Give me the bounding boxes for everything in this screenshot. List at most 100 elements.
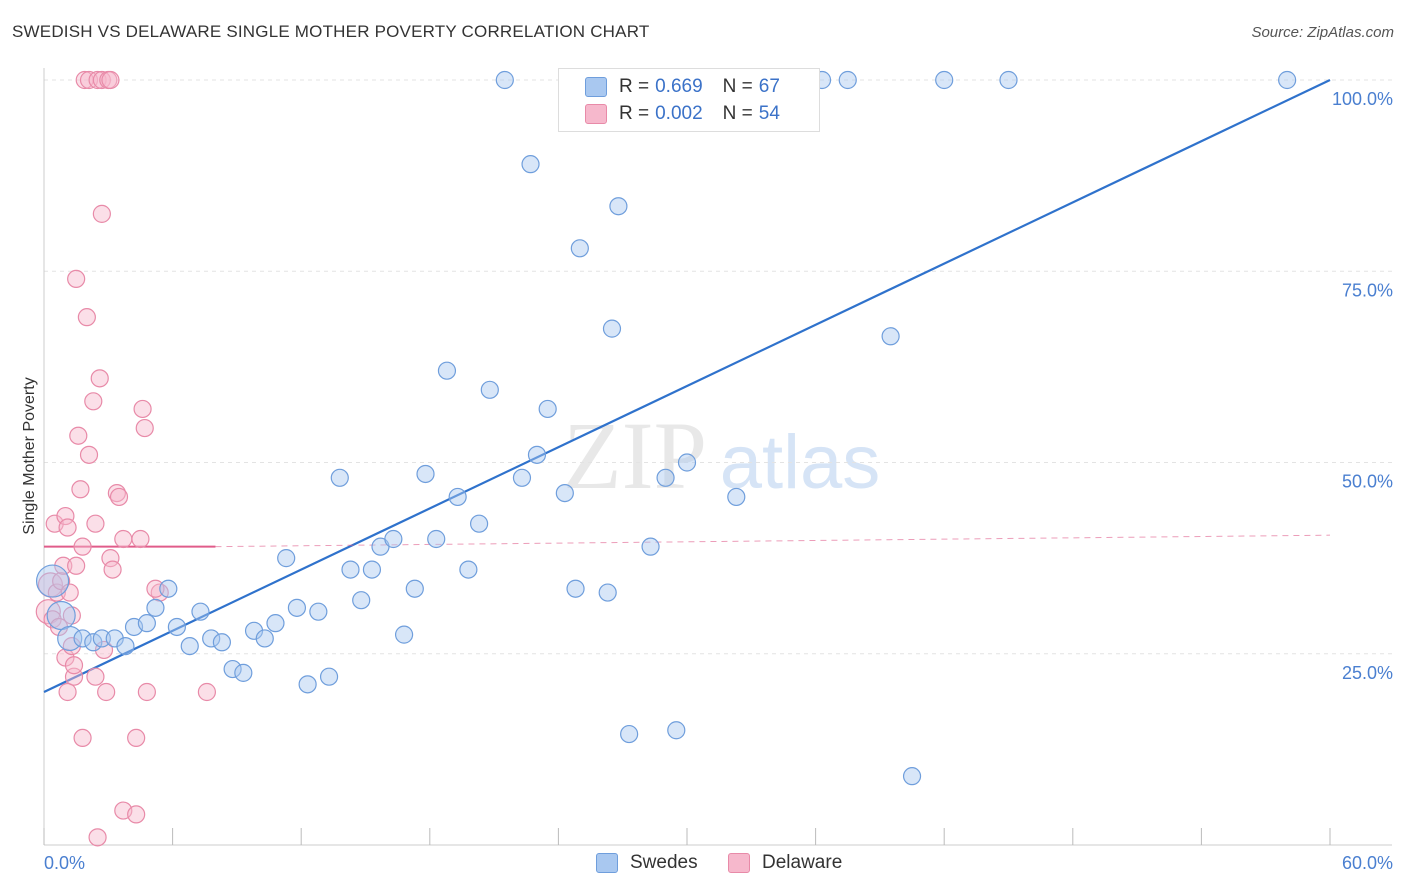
delaware-point [90,369,109,388]
delaware-point [101,549,120,568]
delaware-point [77,308,96,327]
delaware-point [88,828,107,847]
delaware-point [58,518,77,537]
legend-label-delaware: Delaware [762,852,843,873]
swedes-point [46,600,76,631]
delaware-point [84,392,103,411]
swedes-point [609,197,628,216]
swedes-point [57,625,83,652]
watermark: ZIP atlas [563,402,880,509]
delaware-point [127,728,146,748]
delaware-point [114,529,133,549]
swedes-point [999,70,1018,90]
swedes-point [448,487,467,507]
delaware-point [64,656,84,675]
trend-lines [43,79,1331,693]
stats-legend-row-delaware: R = 0.002 N = 54 [585,102,780,126]
delaware-point [131,529,150,549]
swedes-point [352,591,371,610]
delaware-point [103,560,122,579]
swedes-point [416,464,435,484]
swedes-trend-line [43,79,1331,693]
delaware-point [135,418,154,438]
swedes-point [159,579,178,598]
swedes-point [73,629,92,648]
swedes-point [116,636,135,656]
swedes-point [881,327,900,346]
swedes-point [641,537,660,556]
x-tick-label: 60.0% [1342,853,1393,873]
series-legend: Swedes Delaware [0,852,1406,878]
r-label: R = [619,103,650,124]
n-label: N = [722,103,753,124]
swedes-point [234,663,253,682]
swedes-point [223,659,242,679]
swedes-swatch [596,853,618,873]
axes [43,68,1392,846]
swedes-point [902,767,922,786]
swedes-point [92,629,111,648]
swedes-point [319,667,339,686]
delaware-point [197,682,216,702]
delaware-point [101,70,120,90]
swedes-point [277,549,296,568]
swedes-point [838,70,857,90]
legend-item-delaware[interactable]: Delaware [728,852,842,874]
swedes-point [538,399,557,419]
swedes-point [330,468,349,487]
x-tick-label: 0.0% [44,853,85,873]
delaware-point [88,70,107,90]
swedes-point [620,724,639,744]
swedes-point [570,239,589,258]
delaware-point [133,399,152,419]
delaware-point [109,487,129,507]
swedes-point [935,70,954,90]
swedes-point [512,468,532,487]
r-value: 0.669 [655,76,703,97]
delaware-point [127,805,146,824]
swedes-point [437,361,457,380]
swedes-point [362,560,382,579]
y-tick-label: 75.0% [1342,280,1393,300]
swedes-point [405,579,424,598]
n-label: N = [722,76,753,97]
swedes-point [469,514,489,533]
swedes-point [1278,70,1297,90]
swedes-point [180,636,199,656]
swedes-point [202,629,221,648]
swedes-point [598,583,617,602]
y-tick-label: 25.0% [1342,663,1393,683]
swedes-point [656,468,675,487]
swedes-point [146,598,165,617]
swedes-point [137,614,156,633]
delaware-swatch [728,853,750,873]
swedes-point [459,560,478,579]
delaware-point [97,682,116,702]
legend-item-swedes[interactable]: Swedes [596,852,698,874]
swedes-point [527,445,547,464]
swedes-point [35,564,70,598]
swedes-point [677,453,697,472]
chart-title: SWEDISH VS DELAWARE SINGLE MOTHER POVERT… [12,22,650,41]
swedes-point [298,675,317,694]
delaware-point [56,506,75,526]
swedes-point [255,629,274,648]
swedes-point [521,155,540,174]
delaware-trend-extension [215,534,1331,548]
swedes-point [266,614,285,633]
swedes-point [341,560,360,579]
delaware-point [86,514,105,533]
delaware-point [60,583,79,602]
swedes-point [566,579,585,598]
delaware-point [79,445,99,464]
delaware-point [67,269,86,288]
delaware-point [146,579,165,598]
delaware-point [58,682,77,702]
stats-legend-row-swedes: R = 0.669 N = 67 [585,75,780,99]
swedes-point [394,625,414,644]
swedes-swatch [585,77,607,97]
data-points [35,70,1297,847]
y-tick-label: 100.0% [1332,89,1393,109]
grid-lines [44,79,1392,655]
swedes-point [84,633,103,652]
